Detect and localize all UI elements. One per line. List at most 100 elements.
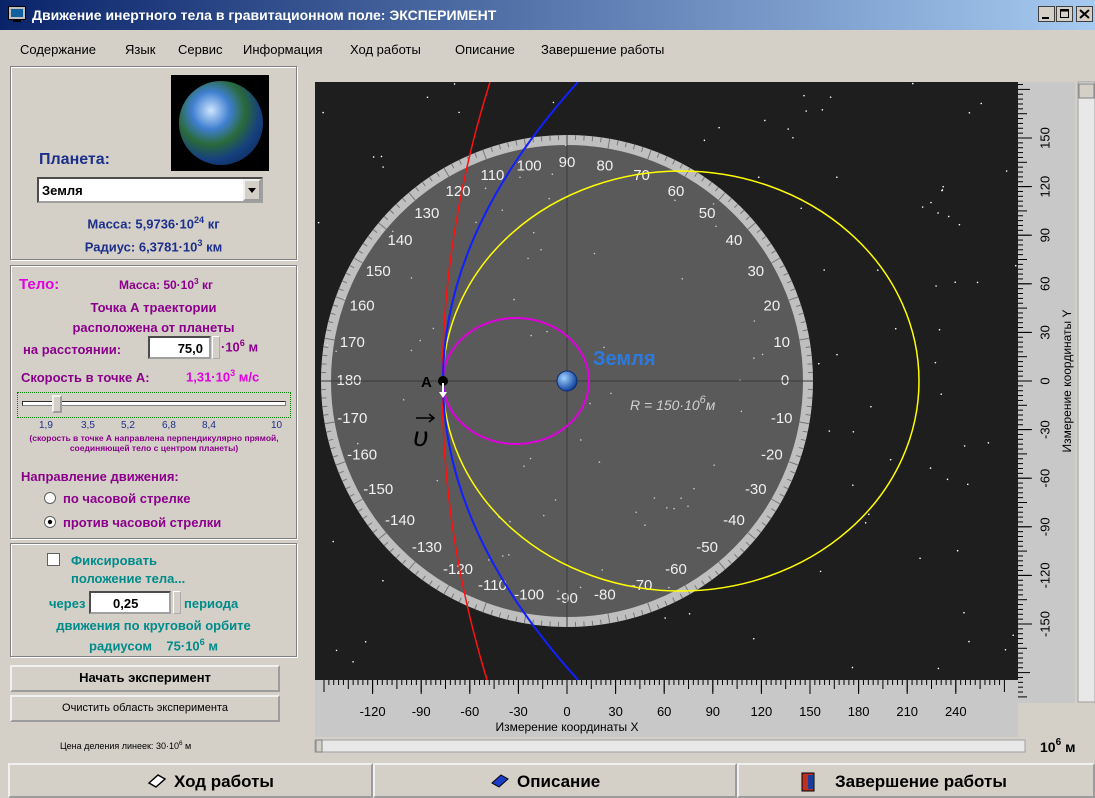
fix-checkbox[interactable] <box>47 553 61 567</box>
mass-label: Масса: <box>87 216 131 231</box>
bottom-button[interactable]: Завершение работы <box>737 763 1095 798</box>
period-input[interactable]: 0,25 <box>89 591 171 614</box>
menu-item[interactable]: Язык <box>125 42 155 57</box>
slider-tick: 10 <box>271 420 282 431</box>
combo-button[interactable] <box>243 179 261 201</box>
menu-item[interactable]: Сервис <box>178 42 223 57</box>
menu-item[interactable]: Ход работы <box>350 42 421 57</box>
star <box>427 96 429 98</box>
radio-counterclockwise[interactable] <box>43 515 57 529</box>
units-exp: 6 <box>1056 737 1062 748</box>
mass-unit: кг <box>208 216 220 231</box>
slider-tick: 8,4 <box>202 420 216 431</box>
protractor-label: -10 <box>771 410 793 427</box>
horizontal-scrollbar[interactable] <box>315 740 1025 752</box>
period-value: 0,25 <box>113 596 138 611</box>
button-icon <box>489 773 511 789</box>
planet-mass: Масса: 5,9736·1024 кг <box>11 215 296 231</box>
star <box>895 328 897 330</box>
fix-label: положение тела... <box>71 571 185 586</box>
star <box>787 128 789 130</box>
period-label: периода <box>184 596 238 611</box>
y-ruler-label: 150 <box>1037 127 1052 149</box>
slider-thumb[interactable] <box>52 395 62 413</box>
menu-item[interactable]: Содержание <box>20 42 96 57</box>
start-button[interactable]: Начать эксперимент <box>10 665 280 692</box>
fix-label[interactable]: Фиксировать <box>71 553 157 568</box>
window-controls[interactable] <box>1038 6 1094 24</box>
y-ruler-label: 30 <box>1037 325 1052 339</box>
star <box>830 96 832 98</box>
menu-item[interactable]: Информация <box>243 42 323 57</box>
speed-base: 1,31·10 <box>186 369 230 384</box>
x-ruler-label: 210 <box>896 704 918 719</box>
protractor-label: 60 <box>668 183 685 200</box>
circle-label-unit: м <box>706 397 716 413</box>
star <box>753 638 755 640</box>
star <box>912 83 914 85</box>
star <box>836 176 838 178</box>
star <box>352 661 354 663</box>
orbit-text: движения по круговой орбите <box>11 618 296 633</box>
vertical-scrollbar[interactable] <box>1078 82 1095 702</box>
protractor-tick <box>323 415 328 416</box>
radio-label[interactable]: по часовой стрелке <box>63 491 190 506</box>
radius-value: 6,3781·10 <box>139 239 198 254</box>
y-ruler-label: 120 <box>1037 176 1052 198</box>
body-mass-unit: кг <box>202 278 213 292</box>
body-label: Тело: <box>19 276 59 293</box>
star <box>935 362 937 364</box>
distance-label: на расстоянии: <box>23 342 121 357</box>
protractor-tick <box>541 621 542 626</box>
distance-unit-exp: 6 <box>240 338 245 348</box>
scroll-thumb[interactable] <box>316 740 322 752</box>
star <box>868 513 870 515</box>
period-spin[interactable] <box>173 591 181 614</box>
star <box>818 363 820 365</box>
protractor-label: 100 <box>517 157 542 174</box>
star <box>964 445 966 447</box>
y-ruler-label: -30 <box>1037 420 1052 439</box>
protractor-tick <box>806 415 811 416</box>
star <box>318 222 320 224</box>
bottom-button[interactable]: Ход работы <box>8 763 373 798</box>
star <box>967 484 969 486</box>
speed-slider[interactable] <box>17 392 291 418</box>
protractor-label: -160 <box>347 447 377 464</box>
bottom-button[interactable]: Описание <box>373 763 737 798</box>
distance-spin[interactable] <box>212 336 220 359</box>
clear-button[interactable]: Очистить область эксперимента <box>10 695 280 722</box>
distance-input[interactable]: 75,0 <box>148 336 211 359</box>
radio-label[interactable]: против часовой стрелки <box>63 515 221 530</box>
planet-combo[interactable]: Земля <box>37 177 263 203</box>
planet-globe <box>179 81 263 165</box>
app-window: Движение инертного тела в гравитационном… <box>0 0 1095 798</box>
y-ruler-label: -120 <box>1037 562 1052 588</box>
radio-clockwise[interactable] <box>43 491 57 505</box>
star <box>968 641 970 643</box>
protractor-label: 70 <box>633 167 650 184</box>
menu-item[interactable]: Завершение работы <box>541 42 664 57</box>
star <box>664 617 666 619</box>
scroll-thumb[interactable] <box>1079 84 1094 98</box>
planet-label: Планета: <box>39 151 110 169</box>
protractor-label: -50 <box>696 539 718 556</box>
star <box>336 650 338 652</box>
star <box>852 484 854 486</box>
protractor-tick <box>541 136 542 141</box>
menu-item[interactable]: Описание <box>455 42 515 57</box>
star <box>948 216 950 218</box>
star <box>870 406 872 408</box>
x-ruler-label: -120 <box>360 704 386 719</box>
star <box>942 186 944 188</box>
protractor-label: -30 <box>745 481 767 498</box>
slider-tick: 3,5 <box>81 420 95 431</box>
x-ruler-label: -90 <box>412 704 431 719</box>
star <box>382 580 384 582</box>
protractor-label: 160 <box>350 297 375 314</box>
protractor-label: 150 <box>366 263 391 280</box>
planet-panel: Планета: Земля Масса: 5,9736·1024 кг Рад… <box>10 66 297 260</box>
protractor-label: 20 <box>764 297 781 314</box>
protractor-label: -150 <box>363 481 393 498</box>
star <box>381 156 383 158</box>
